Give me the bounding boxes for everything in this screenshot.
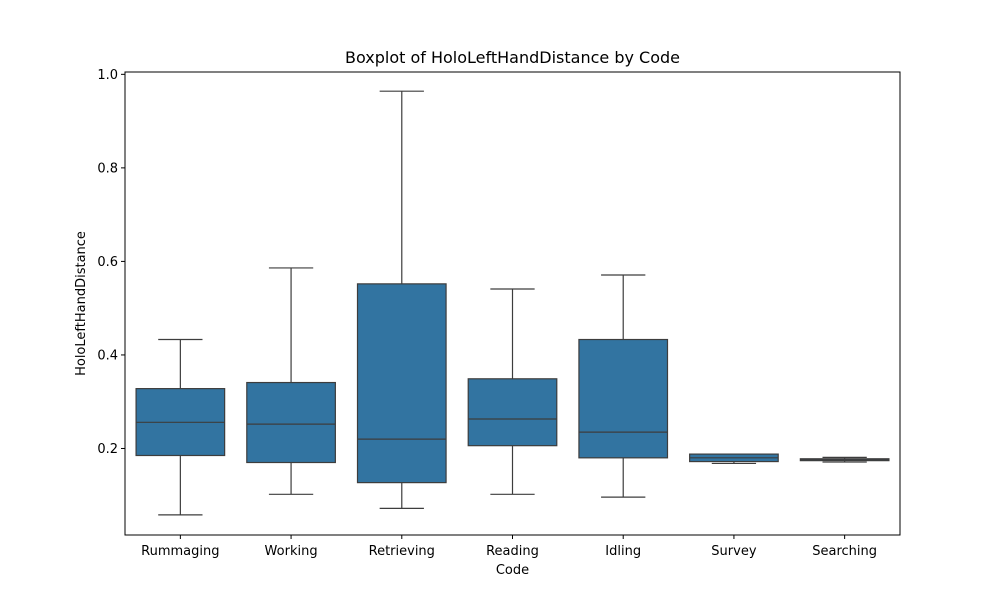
y-tick-label: 1.0 xyxy=(97,68,118,83)
x-tick-label: Reading xyxy=(486,544,539,559)
box-searching xyxy=(799,456,890,463)
boxes-group xyxy=(135,90,890,516)
iqr-box xyxy=(578,338,669,459)
box-rummaging xyxy=(135,338,226,516)
y-tick-label: 0.2 xyxy=(97,442,118,457)
y-axis-label: HoloLeftHandDistance xyxy=(74,231,89,376)
chart-title: Boxplot of HoloLeftHandDistance by Code xyxy=(345,48,680,67)
y-tick-label: 0.6 xyxy=(97,255,118,270)
iqr-box xyxy=(467,378,558,447)
box-survey xyxy=(689,453,779,465)
box-reading xyxy=(467,288,558,495)
x-tick-label: Survey xyxy=(711,544,757,559)
x-tick-label: Rummaging xyxy=(141,544,219,559)
y-tick-label: 0.4 xyxy=(97,348,118,363)
x-tick-label: Working xyxy=(265,544,318,559)
y-tick-label: 0.8 xyxy=(97,161,118,176)
iqr-box xyxy=(246,381,336,464)
x-tick-label: Idling xyxy=(605,544,641,559)
box-idling xyxy=(578,274,669,498)
iqr-box xyxy=(356,283,447,484)
box-working xyxy=(246,267,336,495)
y-axis: 0.2 0.4 0.6 0.8 1.0 xyxy=(97,68,125,457)
x-axis-label: Code xyxy=(496,563,529,578)
x-axis: Rummaging Working Retrieving Reading Idling S… xyxy=(141,535,877,559)
x-tick-label: Searching xyxy=(812,544,877,559)
box-retrieving xyxy=(356,90,447,509)
x-tick-label: Retrieving xyxy=(369,544,435,559)
